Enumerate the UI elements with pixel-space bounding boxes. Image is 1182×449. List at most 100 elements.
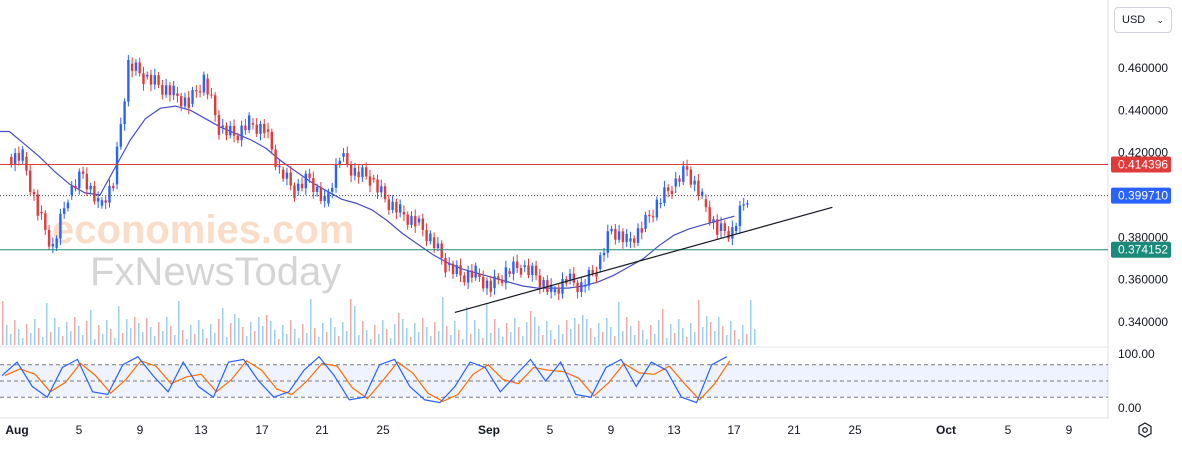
candle-body bbox=[380, 186, 383, 193]
volume-bar bbox=[238, 318, 240, 345]
volume-bar bbox=[742, 325, 744, 345]
candle-body bbox=[606, 231, 609, 253]
candle-body bbox=[708, 207, 711, 223]
date-tick-label: 25 bbox=[376, 423, 390, 437]
candle-body bbox=[610, 228, 613, 232]
volume-bar bbox=[370, 339, 372, 345]
volume-bar bbox=[138, 323, 140, 345]
candle-body bbox=[727, 230, 730, 239]
candle-body bbox=[519, 268, 523, 275]
volume-bar bbox=[678, 319, 680, 345]
candle-body bbox=[161, 84, 164, 95]
candle-body bbox=[66, 202, 70, 209]
volume-bar bbox=[274, 330, 276, 345]
candle-body bbox=[512, 261, 515, 274]
volume-bar bbox=[706, 316, 708, 345]
candle-body bbox=[93, 185, 96, 202]
candle-body bbox=[410, 216, 413, 225]
candle-body bbox=[395, 201, 398, 213]
candle-body bbox=[595, 273, 598, 277]
volume-bar bbox=[618, 302, 620, 345]
candle-body bbox=[448, 263, 451, 265]
candle-body bbox=[78, 171, 81, 189]
candle-body bbox=[693, 180, 696, 185]
volume-bars bbox=[2, 297, 756, 345]
candle-body bbox=[108, 185, 111, 203]
volume-bar bbox=[726, 335, 728, 345]
volume-bar bbox=[70, 331, 72, 345]
candle-body bbox=[206, 78, 209, 95]
candle-body bbox=[327, 191, 330, 204]
volume-bar bbox=[66, 322, 68, 345]
candle-body bbox=[297, 183, 300, 191]
candle-body bbox=[697, 180, 700, 196]
candle-body bbox=[285, 172, 289, 179]
candle-body bbox=[531, 265, 534, 276]
candle-body bbox=[278, 165, 281, 168]
volume-bar bbox=[530, 311, 532, 345]
candle-body bbox=[270, 131, 274, 150]
candle-body bbox=[666, 187, 670, 191]
chart-settings-button[interactable] bbox=[1136, 421, 1154, 439]
candle-body bbox=[62, 208, 66, 214]
volume-bar bbox=[494, 319, 496, 345]
volume-bar bbox=[146, 318, 148, 345]
volume-bar bbox=[18, 329, 20, 345]
volume-bar bbox=[330, 318, 332, 345]
volume-bar bbox=[178, 301, 180, 345]
price-tick-label: 0.460000 bbox=[1118, 61, 1168, 75]
candle-body bbox=[323, 195, 326, 201]
date-tick-label: 5 bbox=[547, 423, 554, 437]
volume-bar bbox=[294, 329, 296, 345]
level-badge bbox=[1111, 241, 1171, 258]
volume-bar bbox=[630, 326, 632, 345]
date-tick-label: 17 bbox=[727, 423, 741, 437]
volume-bar bbox=[346, 331, 348, 345]
volume-bar bbox=[698, 300, 700, 345]
volume-bar bbox=[662, 309, 664, 345]
candle-body bbox=[704, 199, 708, 208]
candle-body bbox=[225, 125, 228, 136]
candle-body bbox=[508, 271, 511, 274]
volume-bar bbox=[442, 297, 444, 345]
candle-body bbox=[478, 273, 481, 278]
volume-bar bbox=[542, 335, 544, 345]
volume-bar bbox=[446, 326, 448, 345]
volume-bar bbox=[10, 334, 12, 345]
volume-bar bbox=[334, 327, 336, 345]
candle-body bbox=[670, 190, 674, 195]
volume-bar bbox=[62, 336, 64, 345]
volume-bar bbox=[314, 328, 316, 345]
currency-selector[interactable]: USD ⌄ bbox=[1114, 7, 1172, 33]
gear-icon bbox=[1138, 422, 1152, 438]
volume-bar bbox=[650, 325, 652, 345]
volume-bar bbox=[38, 328, 40, 345]
candle-body bbox=[338, 160, 341, 165]
candle-body bbox=[112, 185, 115, 189]
volume-bar bbox=[526, 322, 528, 345]
volume-bar bbox=[246, 336, 248, 345]
volume-bar bbox=[82, 335, 84, 345]
candle-body bbox=[719, 223, 723, 231]
volume-bar bbox=[694, 332, 696, 345]
candle-body bbox=[406, 214, 409, 225]
volume-bar bbox=[262, 326, 264, 345]
volume-bar bbox=[270, 321, 272, 345]
candle-body bbox=[293, 185, 296, 199]
volume-bar bbox=[242, 327, 244, 345]
candle-body bbox=[259, 123, 262, 134]
volume-bar bbox=[186, 339, 188, 345]
candle-body bbox=[659, 203, 662, 205]
oscillator-k-line bbox=[1, 355, 728, 404]
candle-body bbox=[164, 85, 168, 95]
candle-body bbox=[500, 279, 504, 284]
volume-bar bbox=[50, 332, 52, 345]
watermark-economies: economies.com bbox=[52, 208, 354, 252]
volume-bar bbox=[354, 306, 356, 345]
date-tick-label: 5 bbox=[1005, 423, 1012, 437]
candle-body bbox=[542, 280, 545, 288]
date-tick-label: 9 bbox=[1066, 423, 1073, 437]
candle-body bbox=[538, 275, 542, 288]
candle-body bbox=[746, 203, 749, 205]
